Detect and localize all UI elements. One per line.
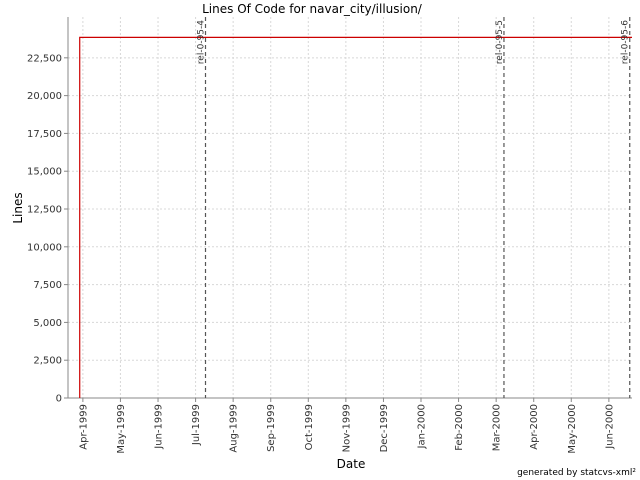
y-axis-title: Lines [11,192,25,223]
x-tick-label: Oct-1999 [304,404,315,450]
line-series [79,36,632,398]
y-tick-label: 20,000 [27,91,62,102]
y-tick-label: 10,000 [27,242,62,253]
x-tick-label: Mar-2000 [492,404,503,451]
x-axis-title: Date [337,457,366,471]
y-tick-label: 22,500 [27,53,62,64]
y-tick-label: 12,500 [27,205,62,216]
x-tick-label: Apr-2000 [529,404,540,450]
release-label: rel-0-95-4 [197,20,207,64]
x-tick-label: Jan-2000 [417,404,428,449]
y-tick-label: 17,500 [27,129,62,140]
x-tick-label: May-2000 [567,404,578,454]
y-tick-label: 7,500 [33,280,62,291]
x-tick-label: May-1999 [116,404,127,454]
release-label: rel-0-95-6 [621,20,631,64]
footer: generated by statcvs-xml² [517,468,636,478]
x-tick-label: Jun-2000 [604,404,615,450]
x-tick-label: Dec-1999 [379,404,390,452]
y-tick-label: 0 [56,394,62,405]
x-tick-label: Jul-1999 [191,404,202,446]
x-tick-label: Aug-1999 [229,404,240,453]
x-tick-label: Apr-1999 [78,404,89,450]
x-tick-label: Nov-1999 [341,404,352,452]
y-tick-label: 5,000 [33,318,62,329]
y-tick-label: 2,500 [33,356,62,367]
x-tick-label: Jun-1999 [154,404,165,450]
x-tick-label: Feb-2000 [454,404,465,451]
release-label: rel-0-95-5 [495,20,505,64]
x-tick-label: Sep-1999 [266,404,277,452]
chart-title: Lines Of Code for navar_city/illusion/ [202,2,423,16]
plot-area [68,17,632,398]
y-tick-label: 15,000 [27,167,62,178]
